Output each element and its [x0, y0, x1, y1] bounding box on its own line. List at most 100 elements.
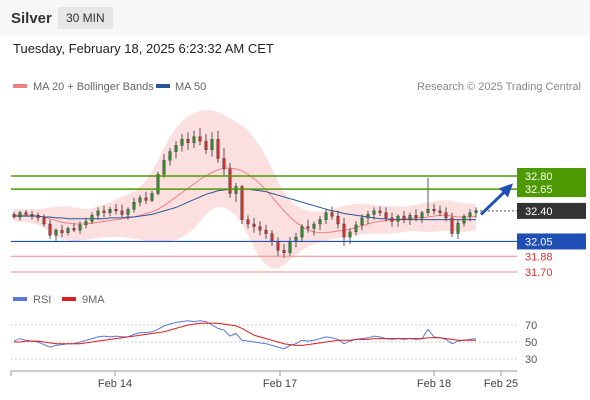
candle: [102, 205, 106, 218]
candle-body: [120, 210, 124, 215]
candle: [198, 128, 202, 146]
candle: [264, 224, 268, 239]
candle: [462, 214, 466, 227]
candle-body: [372, 210, 376, 215]
candle: [12, 211, 16, 219]
candle: [414, 209, 418, 222]
candle: [318, 216, 322, 231]
candle-body: [342, 223, 346, 238]
candle: [306, 219, 310, 233]
candle: [174, 141, 178, 159]
candle-body: [396, 215, 400, 222]
candle: [234, 182, 238, 203]
candle-body: [168, 151, 172, 161]
candle-body: [270, 233, 274, 242]
candle-body: [192, 136, 196, 143]
rsi-tick-label: 70: [525, 320, 537, 332]
candle: [240, 184, 244, 224]
candle-body: [462, 215, 466, 224]
candle-body: [384, 212, 388, 219]
candle-body: [144, 197, 148, 201]
candle-body: [456, 222, 460, 234]
rsi-tick-label: 30: [525, 354, 537, 366]
candle: [144, 191, 148, 204]
candle-body: [126, 208, 130, 215]
candle-body: [42, 217, 46, 225]
candle-body: [30, 214, 34, 216]
resistance-label: 32.80: [525, 171, 553, 183]
candle: [120, 204, 124, 218]
candle: [204, 134, 208, 155]
candle-body: [174, 145, 178, 152]
ma50-legend-swatch: [156, 84, 170, 88]
candle: [96, 207, 100, 220]
candle: [312, 221, 316, 236]
candle-body: [48, 223, 52, 236]
candle: [354, 221, 358, 236]
rsi-legend-swatch: [13, 297, 27, 301]
candle-body: [432, 208, 436, 212]
candle: [210, 132, 214, 157]
candle: [30, 210, 34, 220]
candle: [84, 217, 88, 229]
candle-body: [360, 217, 364, 226]
candle-body: [36, 215, 40, 219]
x-tick-label: Feb 17: [263, 378, 297, 390]
candle-body: [96, 210, 100, 216]
copyright-label: Research © 2025 Trading Central: [417, 81, 581, 93]
candle: [426, 177, 430, 217]
candle: [438, 205, 442, 217]
candle: [36, 212, 40, 222]
candle: [282, 244, 286, 259]
candle-body: [408, 215, 412, 220]
candle-body: [348, 231, 352, 238]
candle: [66, 226, 70, 236]
candle: [360, 214, 364, 231]
candle: [108, 206, 112, 217]
candle-body: [390, 217, 394, 222]
candle-body: [24, 212, 28, 215]
candle-body: [378, 210, 382, 213]
candle-body: [138, 197, 142, 203]
timeframe-badge[interactable]: 30 MIN: [58, 7, 113, 29]
candle: [384, 207, 388, 222]
candle-body: [60, 229, 64, 233]
candle: [162, 154, 166, 178]
candle: [252, 217, 256, 233]
rsi-legend-label: RSI: [33, 294, 51, 306]
candle: [90, 212, 94, 224]
candle-body: [180, 139, 184, 146]
last-price-label-bg: [517, 202, 586, 219]
candle-body: [12, 214, 16, 218]
ma50-legend-label: MA 50: [175, 81, 206, 93]
candle-body: [78, 224, 82, 231]
candle: [468, 209, 472, 222]
resistance-label-bg: [517, 168, 586, 198]
candle-body: [102, 210, 106, 213]
candle: [324, 209, 328, 224]
candle-body: [312, 223, 316, 229]
candle: [222, 148, 226, 176]
candle-body: [150, 193, 154, 201]
candle-body: [402, 215, 406, 220]
candle: [444, 207, 448, 222]
candle: [192, 130, 196, 149]
candle: [18, 210, 22, 221]
candle-body: [288, 241, 292, 254]
candle-body: [216, 139, 220, 159]
candle: [42, 214, 46, 227]
candle-body: [414, 215, 418, 219]
candle-body: [354, 224, 358, 233]
candle: [132, 197, 136, 213]
rsi-tick-label: 50: [525, 337, 537, 349]
candle-body: [108, 208, 112, 213]
instrument-title: Silver: [11, 10, 52, 27]
candle-body: [234, 186, 238, 194]
candle-body: [336, 215, 340, 225]
candle: [390, 212, 394, 227]
candle-body: [426, 208, 430, 213]
candle-body: [306, 226, 310, 229]
x-tick-label: Feb 25: [484, 378, 518, 390]
candle-body: [252, 223, 256, 227]
